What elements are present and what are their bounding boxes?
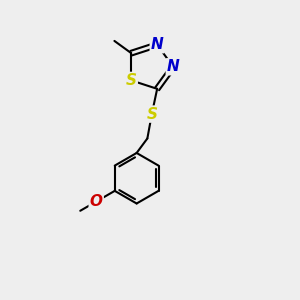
Text: N: N — [167, 59, 180, 74]
Text: S: S — [126, 73, 137, 88]
Text: S: S — [146, 106, 157, 122]
Text: O: O — [90, 194, 103, 209]
Text: N: N — [151, 37, 164, 52]
